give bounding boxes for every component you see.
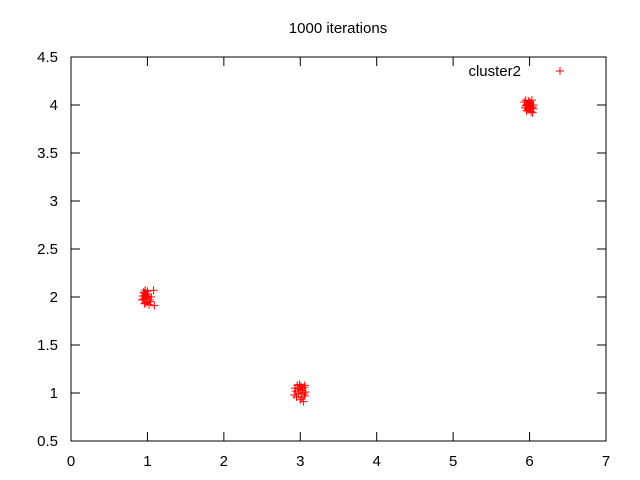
y-tick-label: 3 <box>50 193 58 210</box>
data-point <box>146 297 155 306</box>
legend: cluster2 <box>468 63 564 80</box>
y-tick-label: 2.5 <box>37 241 58 258</box>
y-tick-label: 4 <box>50 97 58 114</box>
data-point <box>150 301 159 310</box>
chart-title: 1000 iterations <box>289 20 387 37</box>
x-tick-label: 6 <box>525 453 533 470</box>
data-point <box>147 293 156 301</box>
data-point <box>300 383 309 392</box>
y-tick-label: 1 <box>50 385 58 402</box>
x-tick-label: 4 <box>373 453 381 470</box>
y-tick-label: 2 <box>50 289 58 306</box>
data-point <box>521 101 530 110</box>
y-tick-label: 1.5 <box>37 337 58 354</box>
data-point <box>299 397 308 406</box>
data-point <box>525 98 534 107</box>
data-point <box>149 286 158 295</box>
data-point <box>300 389 309 398</box>
x-tick-label: 1 <box>143 453 151 470</box>
data-point <box>300 381 309 390</box>
axes: 0 1 2 3 4 5 6 7 0.5 1 1.5 2 2.5 3 3.5 4 4.5 <box>37 49 610 470</box>
data-point <box>290 390 299 399</box>
data-point <box>295 380 304 389</box>
data-point <box>143 287 152 296</box>
legend-marker-cluster2 <box>556 67 564 75</box>
data-point <box>290 384 299 393</box>
x-tick-label: 7 <box>602 453 610 470</box>
y-tick-label: 3.5 <box>37 145 58 162</box>
x-tick-label: 5 <box>449 453 457 470</box>
data-point <box>296 385 305 394</box>
x-tick-label: 3 <box>296 453 304 470</box>
plot-frame <box>70 56 607 442</box>
x-tick-label: 2 <box>220 453 228 470</box>
data-point <box>141 298 150 307</box>
y-tick-label: 0.5 <box>37 433 58 450</box>
y-tick-label: 4.5 <box>37 49 58 66</box>
legend-label-cluster2: cluster2 <box>468 63 521 80</box>
data-point <box>529 104 538 113</box>
data-points <box>138 96 538 406</box>
data-point <box>301 388 310 397</box>
data-point <box>528 108 537 117</box>
x-tick-label: 0 <box>67 453 75 470</box>
